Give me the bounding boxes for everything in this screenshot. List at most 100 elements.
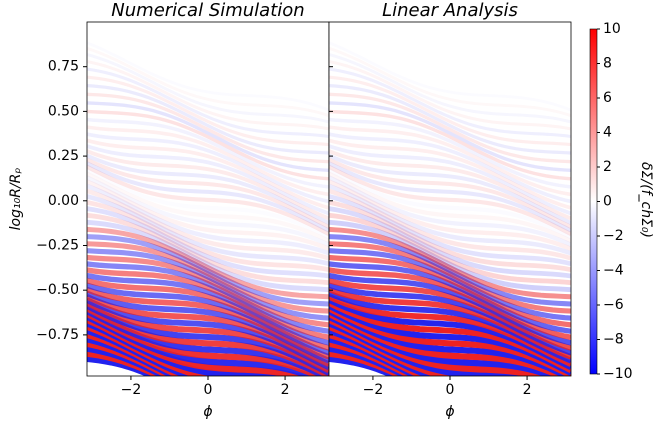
field-stripe <box>87 109 329 181</box>
field-stripe <box>329 272 571 346</box>
field-stripe <box>87 60 329 131</box>
field-stripe <box>329 254 571 328</box>
field-stripe <box>87 194 329 266</box>
field-stripe <box>87 53 329 124</box>
field-stripe <box>329 109 571 181</box>
field-stripe <box>87 144 329 216</box>
field-stripe <box>329 188 571 261</box>
field-stripe <box>87 226 329 300</box>
field-stripe <box>87 125 329 197</box>
y-tick-label: −0.25 <box>36 237 79 253</box>
field-stripe <box>87 188 329 261</box>
field <box>329 22 571 376</box>
field-stripe <box>329 183 571 256</box>
x-tick-label: −2 <box>121 382 142 398</box>
field-stripe <box>87 212 329 286</box>
field-stripe <box>329 157 571 229</box>
field-stripe <box>87 179 329 251</box>
colorbar-tick-label: 0 <box>603 194 612 210</box>
field-stripe <box>329 164 571 236</box>
field-stripe <box>87 117 329 189</box>
field-stripe <box>329 83 571 155</box>
x-tick-label: 0 <box>204 382 213 398</box>
field-stripe <box>87 277 329 351</box>
x-axis-label: ϕ <box>445 404 454 420</box>
field-stripe <box>329 219 571 293</box>
field-stripe <box>87 308 329 376</box>
field-stripe <box>329 101 571 172</box>
field-stripe <box>329 194 571 266</box>
field-stripe <box>329 200 571 273</box>
field-stripe <box>87 305 329 376</box>
y-tick-label: 0.25 <box>48 148 79 164</box>
field-stripe <box>329 125 571 197</box>
field-stripe <box>87 219 329 293</box>
colorbar-label: δΣ/(f_chΣ₀) <box>638 162 654 238</box>
field-stripe <box>87 254 329 328</box>
colorbar-tick-label: −8 <box>603 332 624 348</box>
field-stripe <box>329 234 571 307</box>
field-stripe <box>329 60 571 131</box>
field-stripe <box>87 183 329 256</box>
field-stripe <box>329 53 571 124</box>
field-stripe <box>329 308 571 376</box>
field-stripe <box>329 117 571 189</box>
field-stripe <box>87 206 329 279</box>
field-stripe <box>87 303 329 376</box>
field-stripe <box>87 200 329 273</box>
field-stripe <box>87 234 329 307</box>
field-stripe <box>329 144 571 216</box>
colorbar-tick-label: 8 <box>603 56 612 72</box>
field-stripe <box>87 164 329 236</box>
x-tick-label: 2 <box>523 382 532 398</box>
field-stripe <box>87 75 329 147</box>
field-stripe <box>329 161 571 233</box>
field-stripe <box>87 83 329 155</box>
field-stripe <box>329 212 571 286</box>
field-stripe <box>87 175 329 247</box>
field-stripe <box>329 153 571 225</box>
colorbar-tick-label: 4 <box>603 125 612 141</box>
field-stripe <box>329 248 571 321</box>
field-stripe <box>329 206 571 279</box>
colorbar-tick-label: 2 <box>603 159 612 175</box>
field-stripe <box>329 92 571 164</box>
field-stripe <box>87 67 329 139</box>
field-stripe <box>329 171 571 243</box>
field-stripe <box>87 248 329 321</box>
field-stripe <box>87 157 329 229</box>
field-stripe <box>87 261 329 334</box>
field-stripe <box>329 179 571 251</box>
colorbar-tick-label: 10 <box>603 21 621 37</box>
colorbar-tick-label: 6 <box>603 90 612 106</box>
y-tick-label: −0.75 <box>36 327 79 343</box>
field-stripe <box>329 175 571 247</box>
field-stripe <box>329 149 571 221</box>
field-stripe <box>329 282 571 356</box>
field-stripe <box>87 282 329 356</box>
field-stripe <box>87 161 329 233</box>
colorbar-tick-label: −4 <box>603 263 624 279</box>
y-tick-label: −0.50 <box>36 282 79 298</box>
y-tick-label: 0.50 <box>48 103 79 119</box>
field-stripe <box>87 132 329 204</box>
field-stripe <box>329 267 571 340</box>
y-axis-label: log₁₀R/Rₚ <box>8 168 24 231</box>
panel-title: Numerical Simulation <box>111 0 304 21</box>
field-stripe <box>329 132 571 204</box>
colorbar-tick-label: −2 <box>603 228 624 244</box>
x-axis-label: ϕ <box>203 404 212 420</box>
x-tick-label: −2 <box>363 382 384 398</box>
field-stripe <box>329 75 571 147</box>
field-stripe <box>87 153 329 225</box>
field-stripe <box>329 305 571 376</box>
field-stripe <box>329 138 571 210</box>
colorbar-tick-label: −6 <box>603 297 624 313</box>
x-tick-label: 2 <box>281 382 290 398</box>
y-tick-label: 0.00 <box>48 193 79 209</box>
field-stripe <box>329 303 571 376</box>
field-stripe <box>329 241 571 314</box>
field-stripe <box>87 138 329 210</box>
field-stripe <box>87 272 329 346</box>
